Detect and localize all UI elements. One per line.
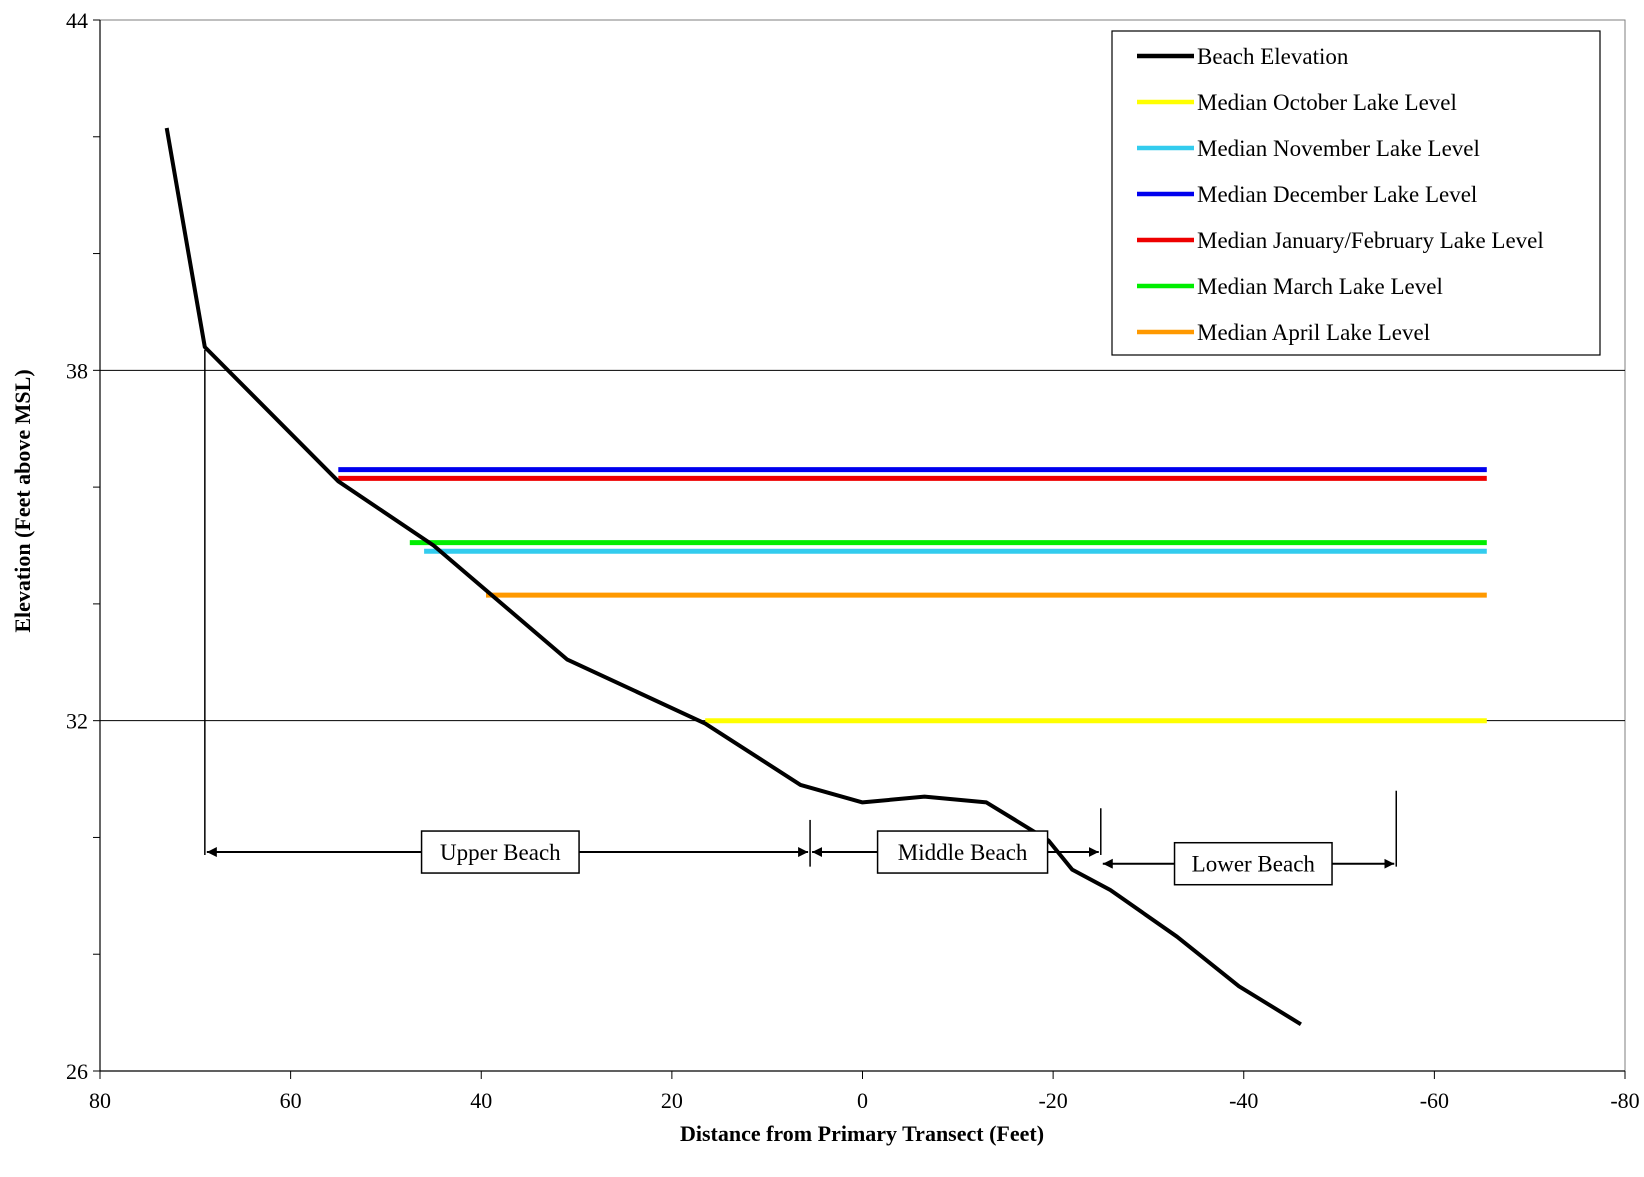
y-tick-label: 26 <box>66 1059 88 1084</box>
middle-beach-label-box <box>876 830 1049 874</box>
x-tick-label: -80 <box>1610 1088 1639 1113</box>
x-tick-label: -60 <box>1420 1088 1449 1113</box>
y-tick-label: 32 <box>66 709 88 734</box>
series-group <box>164 127 1487 1027</box>
x-tick-label: -40 <box>1229 1088 1258 1113</box>
legend-label-median-october-lake-level: Median October Lake Level <box>1197 90 1457 115</box>
x-tick-label: 0 <box>857 1088 868 1113</box>
upper-beach-label: Upper Beach <box>440 840 561 865</box>
x-tick-label: 20 <box>661 1088 683 1113</box>
lower-beach-label-box <box>1173 841 1333 886</box>
legend: Beach Elevation Median October Lake Level… <box>1111 30 1601 356</box>
legend-label-beach-elevation: Beach Elevation <box>1197 44 1349 69</box>
x-axis-title: Distance from Primary Transect (Feet) <box>680 1121 1044 1146</box>
legend-label-median-april-lake-level: Median April Lake Level <box>1197 320 1430 345</box>
y-tick-label: 38 <box>66 358 88 383</box>
legend-label-median-december-lake-level: Median December Lake Level <box>1197 182 1477 207</box>
legend-label-median-march-lake-level: Median March Lake Level <box>1197 274 1443 299</box>
lower-beach-label: Lower Beach <box>1192 852 1316 877</box>
axes: 80 60 40 20 0 -20 -40 -60 -80 26 32 38 44 <box>66 8 1640 1113</box>
upper-beach-label-box <box>420 830 580 874</box>
y-tick-label: 44 <box>66 8 88 33</box>
x-tick-label: -20 <box>1038 1088 1067 1113</box>
x-tick-label: 40 <box>470 1088 492 1113</box>
series-line-beach-elevation <box>164 127 1302 1027</box>
legend-label-median-january-february-lake-level: Median January/February Lake Level <box>1197 228 1544 253</box>
middle-beach-label: Middle Beach <box>898 840 1028 865</box>
y-axis-title: Elevation (Feet above MSL) <box>10 369 35 632</box>
x-tick-label: 60 <box>280 1088 302 1113</box>
legend-label-median-november-lake-level: Median November Lake Level <box>1197 136 1480 161</box>
zone-annotations: Upper Beach Middle Beach Lower Beach <box>204 349 1397 886</box>
x-tick-label: 80 <box>89 1088 111 1113</box>
